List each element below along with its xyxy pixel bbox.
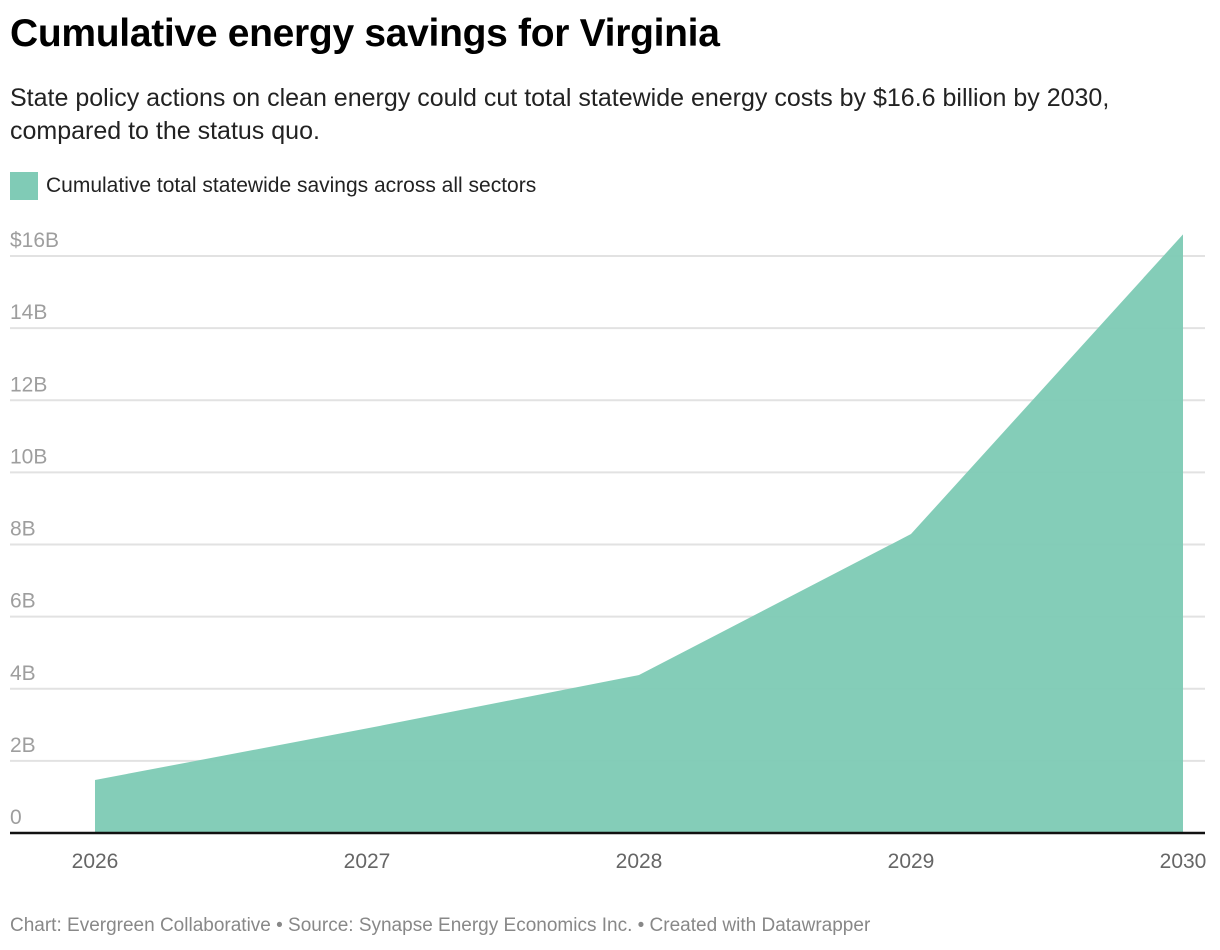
x-tick-label: 2029 [888,850,935,873]
y-tick-label: 12B [10,373,47,396]
chart-subtitle: State policy actions on clean energy cou… [10,84,1110,145]
legend-swatch [10,172,38,200]
x-tick-label: 2030 [1160,850,1207,873]
y-tick-label: 8B [10,518,36,541]
chart-footer: Chart: Evergreen Collaborative • Source:… [10,915,871,936]
legend-label: Cumulative total statewide savings acros… [46,174,537,197]
x-tick-label: 2027 [344,850,391,873]
y-tick-label: 4B [10,662,36,685]
y-tick-label: 6B [10,590,36,613]
legend: Cumulative total statewide savings acros… [10,172,536,200]
y-tick-label: 14B [10,301,47,324]
x-tick-label: 2028 [616,850,663,873]
y-tick-label: 0 [10,806,22,829]
x-tick-label: 2026 [72,850,119,873]
chart-title: Cumulative energy savings for Virginia [10,12,720,55]
y-tick-label: 2B [10,734,36,757]
y-tick-label: 10B [10,445,47,468]
area-chart: 0 2B 4B 6B 8B 10B 12B 14B $16B 2026 2027 2028 2029 20… [10,229,1207,873]
y-tick-label: $16B [10,229,59,252]
area-series [95,234,1183,834]
